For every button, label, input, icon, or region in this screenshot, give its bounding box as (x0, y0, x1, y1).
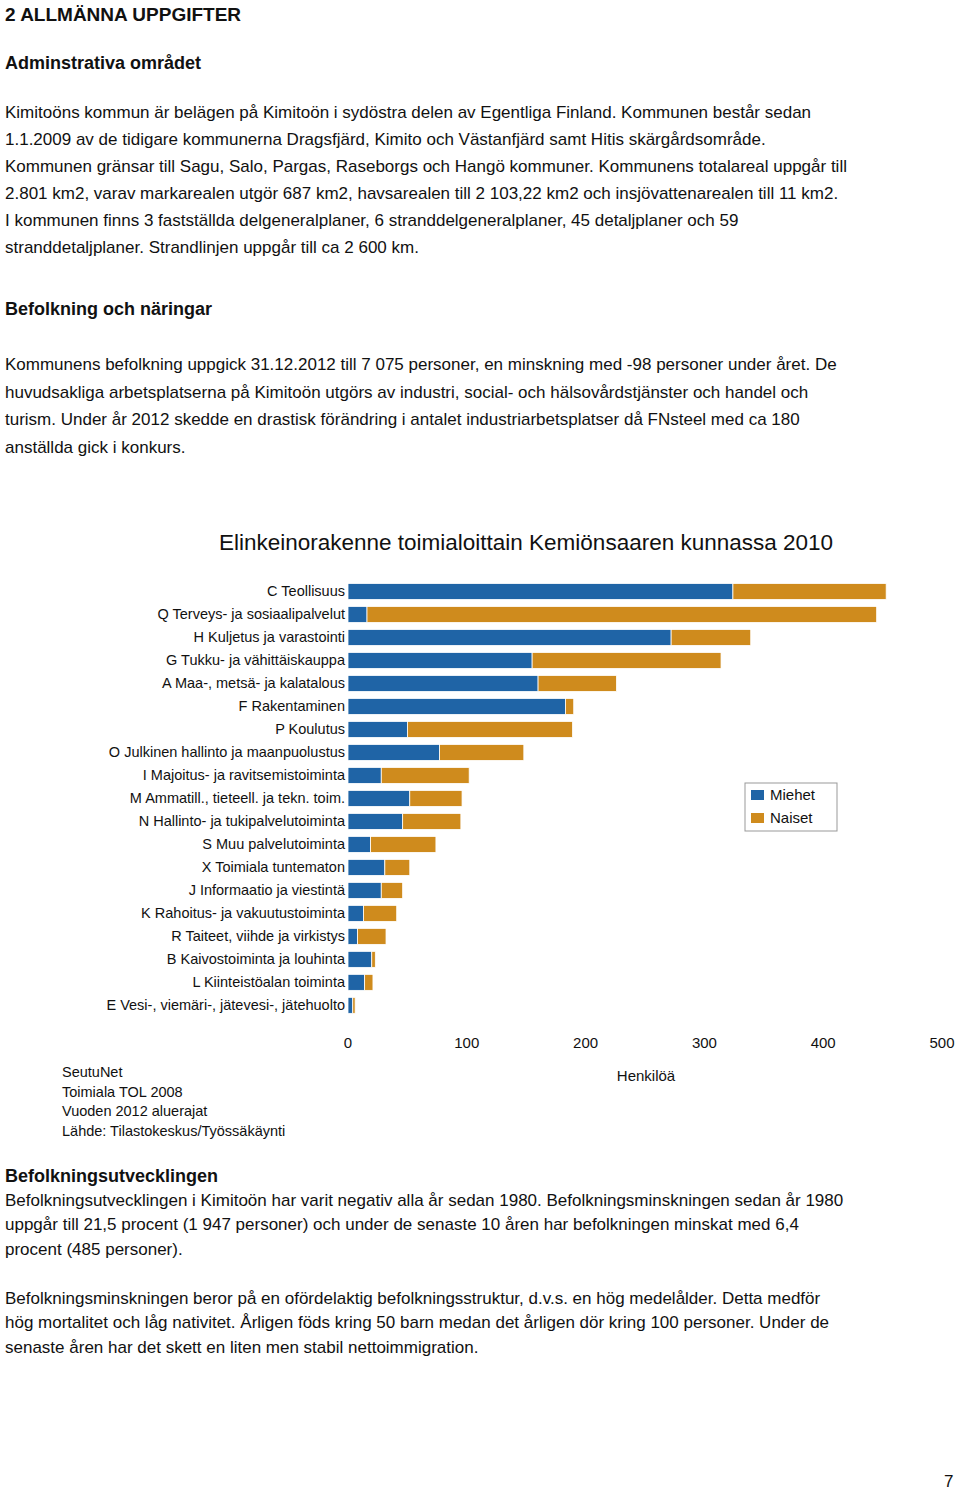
tick-label: 0 (344, 1034, 352, 1051)
bar (348, 721, 407, 737)
paragraph-line: Kommunens befolkning uppgick 31.12.2012 … (5, 355, 837, 375)
source-note: Vuoden 2012 aluerajat (62, 1103, 207, 1119)
paragraph-line: procent (485 personer). (5, 1240, 183, 1260)
bar (348, 744, 439, 760)
source-note: SeutuNet (62, 1064, 122, 1080)
section-heading: Adminstrativa området (5, 53, 201, 74)
category-label: S Muu palvelutoiminta (202, 836, 346, 852)
legend-label: Miehet (770, 786, 816, 803)
bar (403, 813, 461, 829)
bar (348, 652, 532, 668)
bar (410, 790, 462, 806)
bar (348, 698, 565, 714)
source-note: Toimiala TOL 2008 (62, 1084, 183, 1100)
bar (348, 859, 385, 875)
tick-label: 500 (929, 1034, 954, 1051)
legend-swatch (751, 813, 764, 823)
bar (348, 583, 733, 599)
bar (407, 721, 572, 737)
bar (348, 813, 403, 829)
bar (348, 928, 358, 944)
paragraph-line: 1.1.2009 av de tidigare kommunerna Drags… (5, 130, 766, 150)
section-heading: Befolkningsutvecklingen (5, 1166, 218, 1187)
chart-title: Elinkeinorakenne toimialoittain Kemiönsa… (219, 530, 833, 555)
paragraph-line: Befolkningsminskningen beror på en oförd… (5, 1289, 820, 1309)
page: {"document": { "title": "2 ALLMÄNNA UPPG… (0, 0, 960, 1492)
paragraph-line: stranddetaljplaner. Strandlinjen uppgår … (5, 238, 419, 258)
paragraph-line: uppgår till 21,5 procent (1 947 personer… (5, 1215, 799, 1235)
category-label: K Rahoitus- ja vakuutustoiminta (141, 905, 346, 921)
bar (372, 951, 376, 967)
bar (348, 951, 372, 967)
paragraph-line: huvudsakliga arbetsplatserna på Kimitoön… (5, 383, 808, 403)
chart: Elinkeinorakenne toimialoittain Kemiönsa… (0, 0, 960, 1492)
legend-label: Naiset (770, 809, 813, 826)
bar (381, 767, 469, 783)
bar (367, 606, 877, 622)
paragraph-line: 2.801 km2, varav markarealen utgör 687 k… (5, 184, 838, 204)
tick-label: 300 (692, 1034, 717, 1051)
axis-label: Henkilöä (617, 1067, 676, 1084)
bar (348, 974, 365, 990)
bar (365, 974, 373, 990)
tick-label: 200 (573, 1034, 598, 1051)
bar (348, 997, 353, 1013)
category-label: O Julkinen hallinto ja maanpuolustus (109, 744, 345, 760)
legend-box (745, 783, 837, 831)
paragraph-line: Befolkningsutvecklingen i Kimitoön har v… (5, 1191, 843, 1211)
category-label: J Informaatio ja viestintä (189, 882, 346, 898)
bar (348, 629, 671, 645)
page-title: 2 ALLMÄNNA UPPGIFTER (5, 4, 241, 26)
bar (348, 905, 363, 921)
bar (358, 928, 387, 944)
legend-swatch (751, 790, 764, 800)
bar (353, 997, 355, 1013)
paragraph-line: Kimitoöns kommun är belägen på Kimitoön … (5, 103, 811, 123)
paragraph-line: turism. Under år 2012 skedde en drastisk… (5, 410, 800, 430)
bar (671, 629, 751, 645)
bar (348, 882, 381, 898)
bar (371, 836, 436, 852)
bar (538, 675, 616, 691)
category-label: A Maa-, metsä- ja kalatalous (162, 675, 345, 691)
paragraph-line: senaste åren har det skett en liten men … (5, 1338, 478, 1358)
page-number: 7 (944, 1472, 953, 1492)
category-label: P Koulutus (275, 721, 345, 737)
category-label: B Kaivostoiminta ja louhinta (167, 951, 346, 967)
bar (381, 882, 402, 898)
category-label: F Rakentaminen (239, 698, 345, 714)
category-label: M Ammatill., tieteell. ja tekn. toim. (130, 790, 345, 806)
tick-label: 100 (454, 1034, 479, 1051)
category-label: E Vesi-, viemäri-, jätevesi-, jätehuolto (106, 997, 345, 1013)
category-label: H Kuljetus ja varastointi (193, 629, 345, 645)
bar (385, 859, 410, 875)
bars (348, 583, 886, 1013)
paragraph-line: hög mortalitet och låg nativitet. Årlige… (5, 1313, 829, 1333)
category-label: R Taiteet, viihde ja virkistys (171, 928, 345, 944)
bar (565, 698, 573, 714)
paragraph-line: Kommunen gränsar till Sagu, Salo, Pargas… (5, 157, 847, 177)
bar (363, 905, 396, 921)
source-note: Lähde: Tilastokeskus/Työssäkäynti (62, 1123, 285, 1139)
bar (348, 836, 371, 852)
paragraph-line: anställda gick i konkurs. (5, 438, 185, 458)
category-label: Q Terveys- ja sosiaalipalvelut (157, 606, 345, 622)
bar (348, 767, 381, 783)
bar (439, 744, 523, 760)
category-label: I Majoitus- ja ravitsemistoiminta (143, 767, 346, 783)
bar (733, 583, 886, 599)
category-label: G Tukku- ja vähittäiskauppa (166, 652, 346, 668)
category-label: X Toimiala tuntematon (202, 859, 345, 875)
bar (532, 652, 721, 668)
legend: Miehet Naiset (745, 783, 837, 831)
bar (348, 606, 367, 622)
tick-label: 400 (811, 1034, 836, 1051)
bar (348, 790, 410, 806)
category-label: N Hallinto- ja tukipalvelutoiminta (139, 813, 346, 829)
section-heading: Befolkning och näringar (5, 299, 212, 320)
bar (348, 675, 538, 691)
paragraph-line: I kommunen finns 3 fastställda delgenera… (5, 211, 738, 231)
category-label: C Teollisuus (267, 583, 345, 599)
category-label: L Kiinteistöalan toiminta (192, 974, 346, 990)
